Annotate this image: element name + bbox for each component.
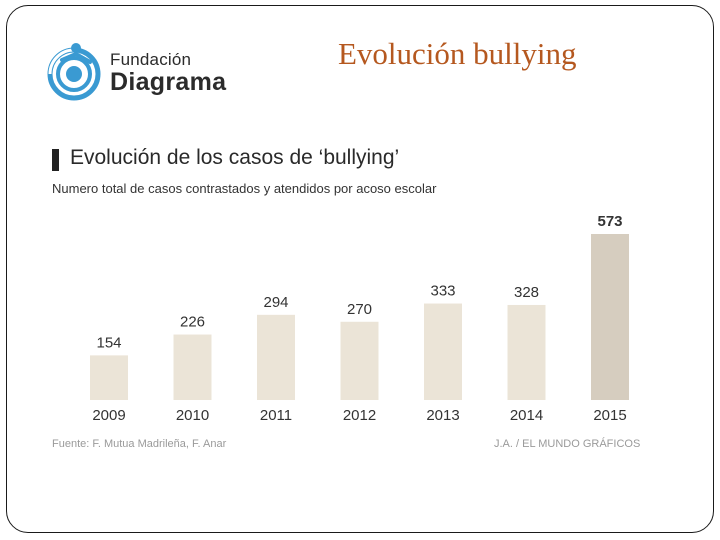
chart-title-marker xyxy=(52,149,59,171)
bar-2009 xyxy=(90,355,128,400)
x-tick-label-2009: 2009 xyxy=(92,407,125,424)
chart-subtitle: Numero total de casos contrastados y ate… xyxy=(52,181,437,196)
value-label-2011: 294 xyxy=(263,294,288,311)
bar-2010 xyxy=(173,334,212,400)
value-label-2014: 328 xyxy=(514,284,539,301)
bar-2011 xyxy=(257,314,295,400)
logo-text-fundacion: Fundación xyxy=(110,50,192,69)
x-tick-label-2013: 2013 xyxy=(426,407,459,424)
fundacion-diagrama-logo: Fundación Diagrama xyxy=(42,40,232,106)
x-tick-label-2015: 2015 xyxy=(593,407,626,424)
chart-title: Evolución de los casos de ‘bullying’ xyxy=(70,146,400,169)
x-tick-label-2010: 2010 xyxy=(176,407,209,424)
x-tick-label-2011: 2011 xyxy=(260,407,292,424)
x-tick-label-2014: 2014 xyxy=(510,407,543,424)
bar-2013 xyxy=(424,303,462,400)
chart-source: Fuente: F. Mutua Madrileña, F. Anar xyxy=(52,438,227,450)
slide-title: Evolución bullying xyxy=(338,36,577,71)
value-label-2010: 226 xyxy=(180,314,205,331)
bar-2012 xyxy=(340,321,379,400)
fundacion-diagrama-logo-icon xyxy=(47,43,101,101)
logo-text-diagrama: Diagrama xyxy=(110,68,227,96)
bar-2015 xyxy=(591,234,629,400)
value-label-2013: 333 xyxy=(430,283,455,300)
x-tick-label-2012: 2012 xyxy=(343,407,376,424)
value-label-2009: 154 xyxy=(96,334,121,351)
value-label-2012: 270 xyxy=(347,301,372,318)
bar-2014 xyxy=(507,304,546,400)
value-label-2015: 573 xyxy=(597,213,622,230)
chart-credit: J.A. / EL MUNDO GRÁFICOS xyxy=(494,438,641,450)
